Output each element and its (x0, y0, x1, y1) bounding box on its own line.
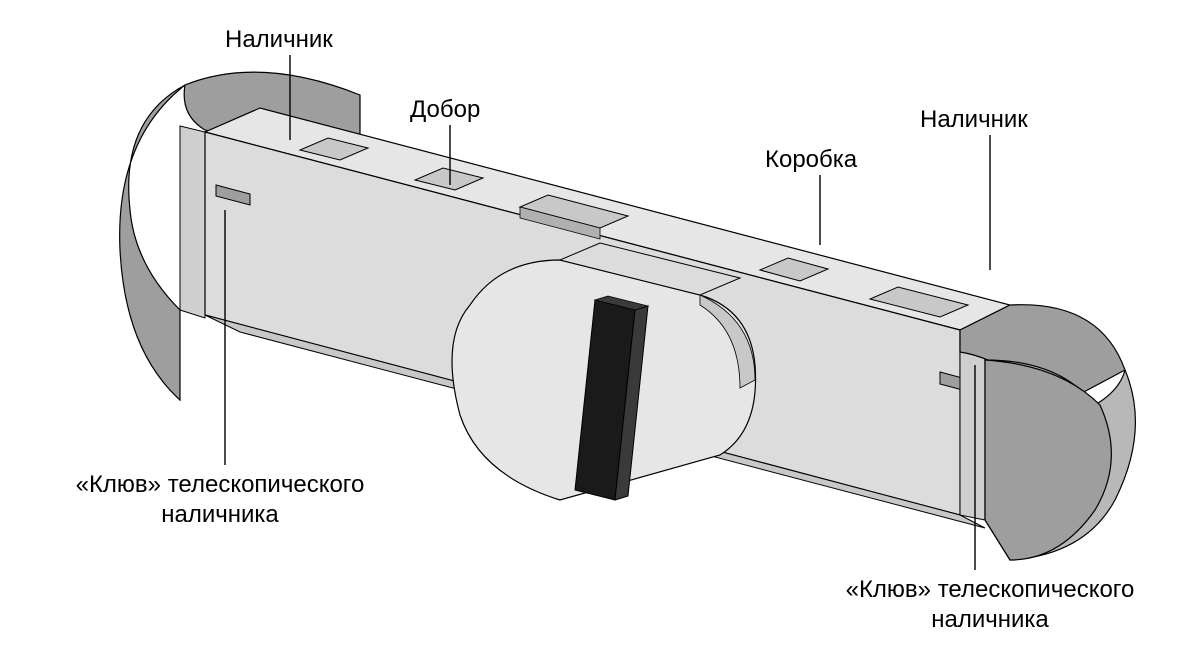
label-casing-right: Наличник (920, 105, 1028, 135)
label-beak-left: «Клюв» телескопического наличника (30, 470, 410, 530)
label-extension: Добор (410, 95, 480, 125)
label-frame: Коробка (765, 145, 857, 175)
casing-right (960, 305, 1135, 560)
label-casing-left: Наличник (225, 25, 333, 55)
diagram-svg (0, 0, 1200, 667)
diagram-stage: Наличник Добор Коробка Наличник «Клюв» т… (0, 0, 1200, 667)
label-beak-right: «Клюв» телескопического наличника (790, 575, 1190, 635)
frame-rebate (452, 243, 756, 500)
